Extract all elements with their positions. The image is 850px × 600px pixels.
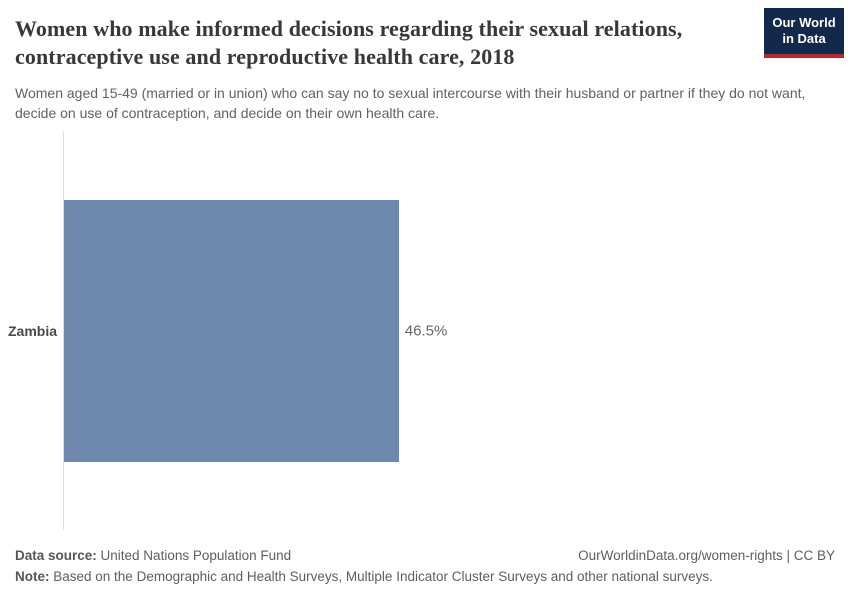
chart-footer: Data source: United Nations Population F… [15, 545, 835, 587]
owid-license-link[interactable]: OurWorldinData.org/women-rights | CC BY [578, 548, 835, 563]
owid-logo-line1: Our World [772, 15, 836, 30]
data-source-text: Data source: United Nations Population F… [15, 545, 291, 566]
bar-row: Zambia 46.5% [7, 200, 835, 462]
data-source-label: Data source: [15, 548, 97, 563]
entity-label-zambia: Zambia [7, 323, 57, 339]
footer-note-line: Note: Based on the Demographic and Healt… [15, 566, 835, 587]
owid-logo-line2: in Data [782, 31, 826, 46]
data-source-value: United Nations Population Fund [96, 548, 292, 563]
bar-zambia[interactable] [64, 200, 399, 462]
footer-source-line: Data source: United Nations Population F… [15, 545, 835, 566]
chart-title: Women who make informed decisions regard… [15, 16, 683, 69]
plot-area: 46.5% [64, 200, 784, 462]
owid-logo[interactable]: Our World in Data [764, 8, 844, 58]
note-value: Based on the Demographic and Health Surv… [49, 569, 713, 584]
note-label: Note: [15, 569, 50, 584]
chart-area: Zambia 46.5% [7, 131, 835, 530]
y-axis-line [63, 131, 64, 530]
chart-subtitle: Women aged 15-49 (married or in union) w… [15, 85, 806, 121]
value-label-zambia: 46.5% [404, 322, 448, 340]
chart-header: Women who make informed decisions regard… [15, 8, 844, 123]
